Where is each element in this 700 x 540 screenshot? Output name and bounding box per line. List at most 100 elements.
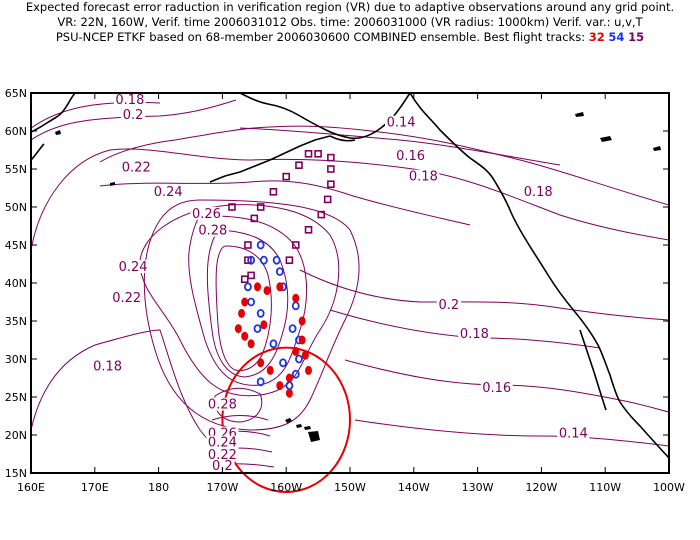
track-purple-label: 15 [628,30,645,44]
track-blue-marker [288,324,297,334]
track-blue-marker [285,381,294,391]
track-purple-marker [327,180,335,188]
track-red-marker [276,282,284,292]
contour-label: 0.2 [212,459,233,474]
track-red-marker [238,308,246,318]
contour-label-bg [120,160,153,174]
contour-label: 0.2 [123,108,144,123]
contour-label: 0.14 [387,116,416,131]
lon-label: 100W [653,481,685,494]
track-blue-marker [295,354,303,364]
axis-ticks [30,92,670,474]
track-red-marker [241,331,249,341]
contour-label-bg [110,291,143,305]
lat-label: 55N [5,163,27,176]
track-purple-marker [304,226,313,234]
track-blue-marker [269,339,278,349]
track-blue-marker [291,301,300,311]
contour-label-bg [206,397,239,411]
track-red-marker [298,335,306,345]
title-block: Expected forecast error raduction in ver… [0,0,700,45]
track-purple [228,150,335,284]
track-blue-marker [259,255,268,265]
contour-label-bg [480,380,513,394]
track-red-marker [305,365,313,375]
contour-label: 0.24 [208,436,237,451]
lon-label: 110W [589,481,621,494]
track-red-marker [292,346,300,356]
contour-label: 0.28 [208,398,237,413]
contour-label-bg [113,92,146,106]
track-purple-marker [269,188,278,196]
vr-circle [221,346,352,493]
lon-label: 140W [398,481,430,494]
track-blue-marker [253,324,262,334]
contour-label-bg [385,115,418,129]
track-purple-marker [285,256,294,265]
contour-label: 0.18 [93,360,122,375]
contour-label: 0.28 [198,224,227,239]
contour-label: 0.22 [112,291,141,306]
track-purple-marker [327,153,335,162]
lat-label: 15N [5,467,27,480]
lat-label: 25N [5,391,27,404]
contour-label: 0.24 [154,185,183,200]
track-red-marker [234,324,242,334]
contour-label: 0.22 [208,448,237,463]
track-blue [244,240,303,391]
contour-label: 0.18 [409,170,438,185]
lon-label: 160W [270,481,302,494]
contour-label: 0.22 [122,161,151,176]
contour-label: 0.14 [559,427,588,442]
track-purple-marker [247,271,255,280]
track-red-marker [276,381,284,391]
track-blue-label: 54 [608,30,625,44]
lon-label: 130W [462,481,494,494]
contour-label: 0.16 [482,381,511,396]
contour-label-bg [210,459,235,473]
track-blue-marker [256,377,265,387]
track-red-marker [298,316,306,326]
track-blue-marker [256,240,265,250]
contour-label-bg [206,435,239,449]
track-red-marker [253,282,261,292]
contour-label: 0.18 [460,327,489,342]
contour-labels: 0.180.20.220.240.260.280.240.220.180.280… [91,92,590,474]
track-blue-marker [247,255,256,265]
contour-label: 0.16 [396,149,425,164]
contour-label: 0.2 [439,298,460,313]
contour-label-bg [522,184,555,198]
track-purple-marker [256,203,265,211]
lon-label: 120W [525,481,557,494]
lon-label: 160E [17,481,45,494]
contour-label-bg [190,206,223,220]
lat-label: 65N [5,87,27,100]
lon-label: 170W [206,481,238,494]
coastlines [31,93,669,459]
track-red-marker [263,286,271,296]
track-purple-marker [291,241,300,249]
track-purple-marker [314,150,322,158]
track-purple-marker [295,161,303,169]
contour-label: 0.18 [115,93,144,108]
lat-label: 20N [5,429,27,442]
track-purple-marker [327,165,335,173]
track-blue-marker [279,358,287,368]
contour-label-bg [557,426,590,440]
track-red-marker [285,373,293,383]
track-blue-marker [247,297,256,307]
track-red-marker [241,297,249,307]
track-purple-marker [240,275,249,284]
lat-label: 50N [5,201,27,214]
contour-label-bg [458,326,491,340]
track-red-label: 32 [588,30,605,44]
track-purple-marker [244,241,252,249]
lon-axis-labels: 160E 170E 180 170W 160W 150W 140W 130W 120W 110W 1… [17,481,685,494]
track-purple-marker [317,210,326,219]
track-red-marker [247,339,255,349]
track-blue-marker [272,255,281,265]
track-purple-marker [228,203,236,211]
track-purple-marker [250,214,259,223]
contour-label: 0.18 [524,185,553,200]
